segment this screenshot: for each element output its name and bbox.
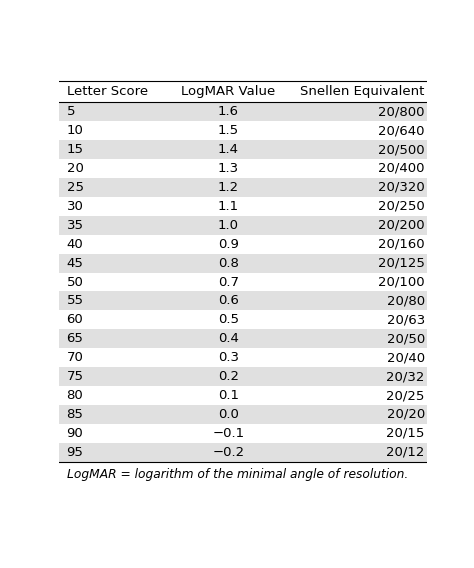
Text: 1.5: 1.5 <box>218 124 239 137</box>
Text: 20/40: 20/40 <box>387 351 425 364</box>
Text: LogMAR Value: LogMAR Value <box>181 85 275 98</box>
Bar <box>59 273 427 291</box>
Text: 20/80: 20/80 <box>387 294 425 307</box>
Text: 20/20: 20/20 <box>386 408 425 421</box>
Bar <box>59 178 427 197</box>
Text: −0.1: −0.1 <box>212 427 244 440</box>
Bar <box>59 197 427 216</box>
Text: 20/320: 20/320 <box>378 181 425 194</box>
Bar <box>59 310 427 329</box>
Text: 20/25: 20/25 <box>386 389 425 402</box>
Bar <box>59 216 427 235</box>
Text: 0.8: 0.8 <box>218 257 239 270</box>
Text: 1.1: 1.1 <box>218 200 239 213</box>
Text: 60: 60 <box>66 314 83 327</box>
Text: 95: 95 <box>66 446 83 459</box>
Text: 0.0: 0.0 <box>218 408 239 421</box>
Bar <box>59 405 427 424</box>
Bar <box>59 235 427 254</box>
Text: 20/15: 20/15 <box>386 427 425 440</box>
Text: −0.2: −0.2 <box>212 446 244 459</box>
Text: 20: 20 <box>66 162 83 175</box>
Text: 10: 10 <box>66 124 83 137</box>
Text: 0.2: 0.2 <box>218 370 239 383</box>
Text: 20/800: 20/800 <box>378 105 425 118</box>
Bar <box>59 329 427 348</box>
Bar <box>59 386 427 405</box>
Bar <box>59 140 427 159</box>
Text: 70: 70 <box>66 351 83 364</box>
Text: 20/125: 20/125 <box>378 257 425 270</box>
Text: 20/160: 20/160 <box>378 237 425 250</box>
Text: 30: 30 <box>66 200 83 213</box>
Text: Letter Score: Letter Score <box>66 85 148 98</box>
Text: 0.7: 0.7 <box>218 275 239 289</box>
Text: 20/640: 20/640 <box>378 124 425 137</box>
Text: 80: 80 <box>66 389 83 402</box>
Text: 0.1: 0.1 <box>218 389 239 402</box>
Text: 20/50: 20/50 <box>386 332 425 345</box>
Bar <box>59 102 427 121</box>
Text: LogMAR = logarithm of the minimal angle of resolution.: LogMAR = logarithm of the minimal angle … <box>66 469 408 481</box>
Text: 20/250: 20/250 <box>378 200 425 213</box>
Text: 35: 35 <box>66 219 83 232</box>
Text: 1.6: 1.6 <box>218 105 239 118</box>
Text: 0.3: 0.3 <box>218 351 239 364</box>
Bar <box>59 367 427 386</box>
Text: Snellen Equivalent: Snellen Equivalent <box>301 85 425 98</box>
Text: 1.4: 1.4 <box>218 143 239 156</box>
Text: 75: 75 <box>66 370 83 383</box>
Bar <box>59 291 427 310</box>
Bar <box>59 121 427 140</box>
Text: 50: 50 <box>66 275 83 289</box>
Text: 45: 45 <box>66 257 83 270</box>
Text: 20/12: 20/12 <box>386 446 425 459</box>
Bar <box>59 254 427 273</box>
Text: 0.6: 0.6 <box>218 294 239 307</box>
Text: 85: 85 <box>66 408 83 421</box>
Text: 55: 55 <box>66 294 83 307</box>
Text: 20/32: 20/32 <box>386 370 425 383</box>
Bar <box>59 443 427 462</box>
Text: 20/100: 20/100 <box>378 275 425 289</box>
Text: 1.3: 1.3 <box>218 162 239 175</box>
Text: 0.5: 0.5 <box>218 314 239 327</box>
Text: 20/63: 20/63 <box>386 314 425 327</box>
Text: 25: 25 <box>66 181 83 194</box>
Text: 0.9: 0.9 <box>218 237 239 250</box>
Bar <box>59 424 427 443</box>
Text: 1.2: 1.2 <box>218 181 239 194</box>
Text: 5: 5 <box>66 105 75 118</box>
Text: 20/200: 20/200 <box>378 219 425 232</box>
Bar <box>59 159 427 178</box>
Text: 15: 15 <box>66 143 83 156</box>
Text: 20/500: 20/500 <box>378 143 425 156</box>
Text: 20/400: 20/400 <box>378 162 425 175</box>
Text: 0.4: 0.4 <box>218 332 239 345</box>
Bar <box>59 348 427 367</box>
Text: 90: 90 <box>66 427 83 440</box>
Text: 40: 40 <box>66 237 83 250</box>
Text: 65: 65 <box>66 332 83 345</box>
Text: 1.0: 1.0 <box>218 219 239 232</box>
